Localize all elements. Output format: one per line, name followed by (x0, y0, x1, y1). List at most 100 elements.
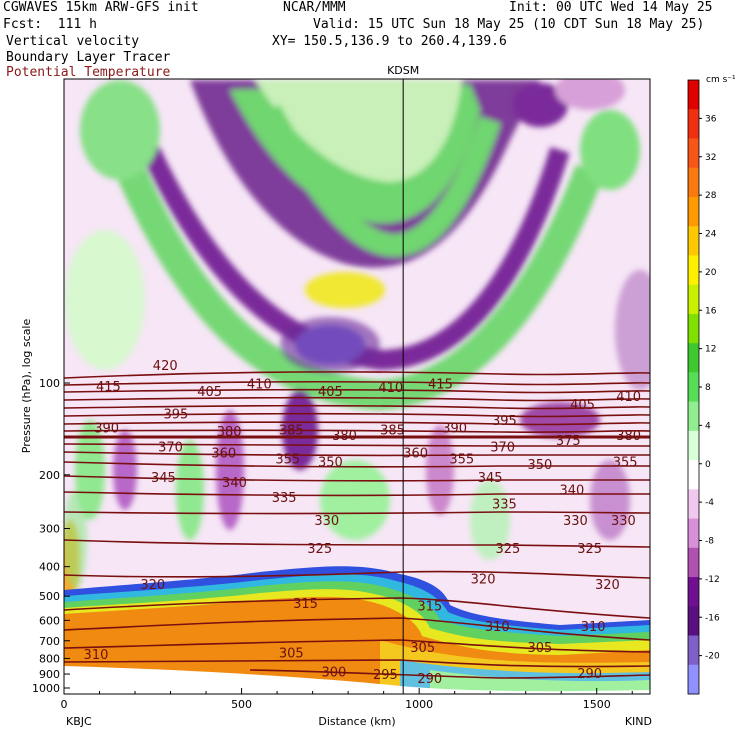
theta-label: 410 (247, 377, 272, 392)
theta-label: 330 (314, 514, 339, 529)
theta-label: 355 (275, 452, 300, 467)
right-station-label: KIND (625, 715, 652, 728)
theta-label: 410 (378, 381, 403, 396)
y-axis-label: Pressure (hPa), log scale (20, 319, 33, 454)
model-title: CGWAVES 15km ARW-GFS init (3, 0, 199, 15)
colorbar-label: 4 (705, 421, 711, 431)
theta-label: 325 (496, 542, 521, 557)
theta-label: 410 (616, 390, 641, 405)
colorbar-label: 32 (705, 153, 716, 163)
colorbar-swatch (688, 284, 699, 315)
theta-label: 305 (410, 641, 435, 656)
colorbar-swatch (688, 489, 699, 520)
y-tick-label: 300 (39, 523, 60, 536)
x-tick-label: 500 (231, 698, 252, 711)
colorbar-swatch (688, 401, 699, 432)
theta-label: 395 (163, 408, 188, 423)
cross-section-coordinates: XY= 150.5,136.9 to 260.4,139.6 (272, 34, 507, 49)
theta-label: 320 (140, 578, 165, 593)
colorbar-label: 20 (705, 268, 717, 278)
init-time: Init: 00 UTC Wed 14 May 25 (509, 0, 713, 15)
theta-label: 380 (217, 425, 242, 440)
y-tick-label: 700 (39, 635, 60, 648)
colorbar-swatch (688, 313, 699, 344)
colorbar-swatch (688, 226, 699, 256)
theta-label: 325 (307, 542, 332, 557)
theta-label: 350 (318, 455, 343, 470)
colorbar-swatch (688, 664, 699, 695)
y-tick-label: 100 (39, 377, 60, 390)
colorbar-swatch (688, 635, 699, 666)
colorbar: 36 32 28 24 20 16 12 8 4 0 -4 -8 -12 -16 -20 (687, 79, 720, 695)
colorbar-label: -8 (705, 537, 714, 547)
left-station-label: KBJC (66, 715, 92, 728)
theta-label: 325 (577, 542, 602, 557)
colorbar-swatch (688, 606, 699, 637)
x-tick-label: 0 (61, 698, 68, 711)
theta-label: 385 (380, 423, 405, 438)
theta-label: 395 (492, 414, 517, 429)
theta-label: 370 (158, 441, 183, 456)
theta-label: 420 (153, 359, 178, 374)
colorbar-label: 8 (705, 383, 711, 393)
theta-label: 405 (570, 398, 595, 413)
theta-label: 335 (492, 497, 517, 512)
x-axis: 0 500 1000 1500 (61, 688, 633, 711)
y-tick-label: 400 (39, 561, 60, 574)
colorbar-swatch (688, 343, 699, 373)
plot-frame (63, 78, 651, 695)
theta-label: 360 (211, 446, 236, 461)
colorbar-label: -4 (705, 498, 714, 508)
theta-label: 330 (611, 514, 636, 529)
theta-label: 405 (197, 385, 222, 400)
y-tick-label: 800 (39, 652, 60, 665)
colorbar-swatch (688, 547, 699, 578)
potential-temperature-contours (64, 371, 650, 679)
theta-label: 345 (478, 471, 503, 486)
theta-label: 360 (403, 446, 428, 461)
theta-label: 305 (527, 641, 552, 656)
y-tick-label: 1000 (32, 682, 60, 695)
colorbar-label: 16 (705, 306, 717, 316)
valid-time: Valid: 15 UTC Sun 18 May 25 (10 CDT Sun … (313, 17, 705, 32)
theta-label: 370 (490, 441, 515, 456)
colorbar-label: -20 (705, 652, 720, 662)
colorbar-label: -12 (705, 575, 720, 585)
colorbar-label: -16 (705, 613, 720, 623)
y-tick-label: 500 (39, 590, 60, 603)
theta-label: 305 (279, 646, 304, 661)
colorbar-label: 12 (705, 345, 716, 355)
theta-label: 310 (485, 620, 510, 635)
theta-label: 290 (417, 672, 442, 687)
theta-label: 330 (563, 514, 588, 529)
colorbar-swatch (688, 430, 699, 461)
x-tick-label: 1500 (583, 698, 611, 711)
theta-label: 405 (318, 385, 343, 400)
theta-label: 340 (222, 476, 247, 491)
theta-label: 300 (322, 666, 347, 681)
y-tick-label: 900 (39, 668, 60, 681)
forecast-hour: Fcst: 111 h (3, 17, 97, 32)
theta-label: 375 (556, 434, 581, 449)
theta-label: 290 (577, 667, 602, 682)
theta-label: 380 (332, 429, 357, 444)
theta-label: 320 (595, 578, 620, 593)
colorbar-swatch (688, 372, 699, 403)
colorbar-swatch (688, 138, 699, 169)
center-name: NCAR/MMM (283, 0, 346, 15)
colorbar-label: 24 (705, 230, 717, 240)
colorbar-swatch (688, 518, 699, 549)
x-axis-label: Distance (km) (318, 715, 395, 728)
theta-label: 310 (84, 648, 109, 663)
theta-label: 315 (417, 599, 442, 614)
theta-label: 415 (96, 380, 121, 395)
field-potential-temperature: Potential Temperature (6, 65, 171, 80)
colorbar-label: 28 (705, 191, 717, 201)
theta-label: 415 (428, 377, 453, 392)
theta-label: 310 (581, 620, 606, 635)
y-tick-label: 600 (39, 614, 60, 627)
theta-label: 350 (527, 458, 552, 473)
colorbar-swatch (688, 167, 699, 198)
